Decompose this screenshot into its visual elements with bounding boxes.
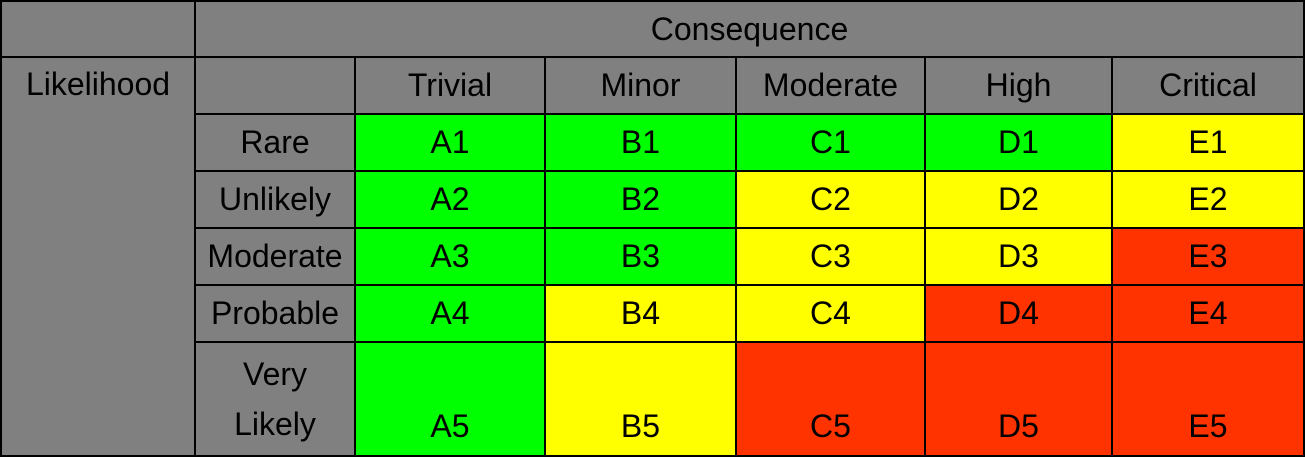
matrix-cell-c4: C4: [737, 286, 926, 343]
matrix-cell-b1: B1: [546, 115, 737, 172]
matrix-cell-d2: D2: [926, 172, 1113, 229]
likelihood-level-moderate: Moderate: [196, 229, 356, 286]
matrix-cell-d5: D5: [926, 343, 1113, 457]
matrix-cell-b3: B3: [546, 229, 737, 286]
matrix-cell-d4: D4: [926, 286, 1113, 343]
matrix-cell-a1: A1: [356, 115, 546, 172]
consequence-level-minor: Minor: [546, 58, 737, 115]
matrix-cell-d1: D1: [926, 115, 1113, 172]
matrix-cell-a5: A5: [356, 343, 546, 457]
matrix-cell-a3: A3: [356, 229, 546, 286]
matrix-cell-e3: E3: [1113, 229, 1305, 286]
consequence-level-moderate: Moderate: [737, 58, 926, 115]
matrix-cell-b2: B2: [546, 172, 737, 229]
consequence-level-critical: Critical: [1113, 58, 1305, 115]
matrix-cell-d3: D3: [926, 229, 1113, 286]
matrix-cell-e5: E5: [1113, 343, 1305, 457]
matrix-cell-e4: E4: [1113, 286, 1305, 343]
matrix-cell-c2: C2: [737, 172, 926, 229]
matrix-cell-b4: B4: [546, 286, 737, 343]
matrix-cell-c1: C1: [737, 115, 926, 172]
likelihood-label-word: Very: [242, 356, 308, 392]
matrix-cell-c3: C3: [737, 229, 926, 286]
likelihood-level-unlikely: Unlikely: [196, 172, 356, 229]
matrix-cell-e1: E1: [1113, 115, 1305, 172]
matrix-cell-a2: A2: [356, 172, 546, 229]
likelihood-level-rare: Rare: [196, 115, 356, 172]
matrix-cell-e2: E2: [1113, 172, 1305, 229]
corner-cell: [0, 0, 196, 58]
consequence-header: Consequence: [196, 0, 1305, 58]
matrix-cell-a4: A4: [356, 286, 546, 343]
likelihood-level-probable: Probable: [196, 286, 356, 343]
likelihood-header: Likelihood: [0, 58, 196, 457]
blank-header-cell: [196, 58, 356, 115]
likelihood-level-very-likely: Very Likely: [196, 343, 356, 457]
likelihood-label-word: Likely: [234, 406, 316, 442]
consequence-level-trivial: Trivial: [356, 58, 546, 115]
consequence-level-high: High: [926, 58, 1113, 115]
matrix-cell-c5: C5: [737, 343, 926, 457]
matrix-cell-b5: B5: [546, 343, 737, 457]
